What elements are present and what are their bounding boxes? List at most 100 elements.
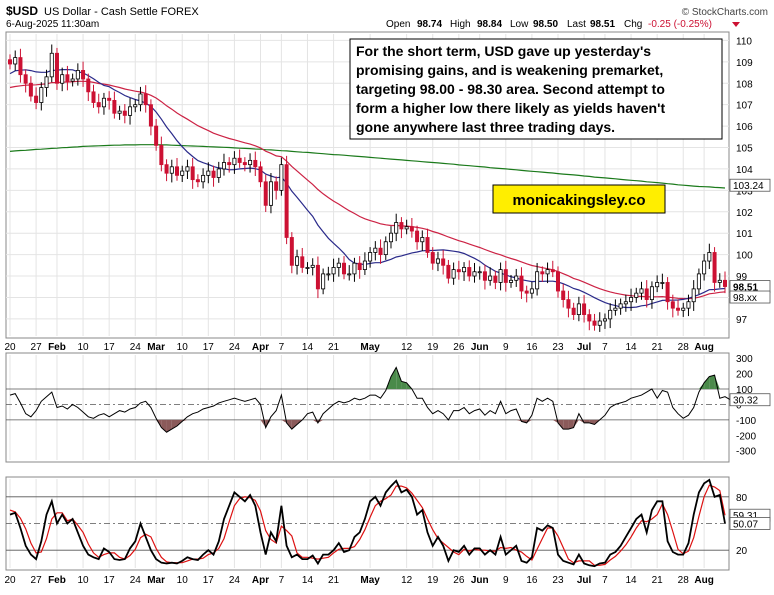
price-y-tick-label: 100 [736,251,753,262]
candle-body [117,110,122,114]
candle-body [639,288,644,294]
candle-body [493,275,498,283]
candle-body [232,157,237,166]
annotation-line-2: promising gains, and is weakening premar… [356,62,663,78]
x-tick-label: 26 [453,575,465,586]
candle-body [368,252,373,262]
stoch-value-badge [729,517,771,530]
annotation-box [349,38,723,140]
candle-body [342,262,347,275]
candle-body [206,170,211,176]
cci-oversold-fill [291,419,298,430]
candle-body [159,144,164,166]
cci-overbought-fill [401,381,407,389]
candle-body [394,222,399,234]
cci-oversold-fill [161,419,167,433]
candle-body [70,78,75,82]
candle-body [503,269,508,283]
candle-body [263,181,268,206]
candle-body [702,260,707,275]
price-y-tick-label: 104 [736,165,753,176]
annotation-line-4: form a higher low there likely as yields… [356,100,665,116]
candle-body [717,279,722,283]
candle-body [321,273,326,290]
candle-body [315,264,320,290]
candle-body [128,106,133,116]
x-tick-label: May [360,575,380,586]
price-value-label: 98.51 [733,283,758,294]
x-tick-label: 7 [602,575,608,586]
candle-body [566,299,571,309]
stoch-y-tick-label: 80 [736,493,748,504]
candle-body [310,264,315,268]
x-tick-label: Jul [577,575,592,586]
candle-body [242,162,247,166]
candle-body [284,164,289,238]
candle-body [644,288,649,300]
candle-body [305,267,310,269]
candle-body [608,309,613,320]
ohlc-low-value: 98.50 [533,19,558,30]
candle-body [555,271,560,292]
candle-body [582,303,587,315]
price-y-tick-label: 110 [736,36,752,47]
candle-body [362,260,367,271]
x-tick-label: 10 [78,575,90,586]
candle-body [425,237,430,253]
x-tick-label: Feb [48,575,66,586]
x-tick-label: 9 [503,342,509,353]
x-tick-label: 12 [401,575,413,586]
cci-oversold-fill [568,419,574,430]
x-tick-label: Feb [48,342,66,353]
stoch-k-line [9,478,726,568]
x-tick-label: May [360,342,380,353]
cci-y-tick-label: -200 [736,431,756,442]
candle-body [101,97,106,108]
candle-body [201,174,206,183]
cci-oversold-fill [166,419,172,433]
x-tick-label: 17 [104,342,116,353]
annotation-line-1: For the short term, USD gave up yesterda… [356,43,651,59]
candle-body [75,70,80,80]
price-value-label: 103.24 [733,181,764,192]
x-tick-label: 10 [78,342,90,353]
candle-body [274,181,279,191]
cci-overbought-fill [390,367,397,389]
x-tick-label: Jun [471,575,489,586]
price-y-tick-label: 103 [736,186,753,197]
candle-body [112,99,117,114]
x-tick-label: 12 [401,342,413,353]
candle-body [39,87,44,103]
chart-symbol: $USD [6,4,38,18]
candle-body [185,166,190,172]
x-tick-label: 14 [625,575,637,586]
watermark-text: monicakingsley.co [512,192,645,209]
x-tick-label: Jun [471,342,489,353]
cci-oversold-fill [573,419,579,428]
annotation-line-3: targeting 98.00 - 98.30 area. Second att… [356,81,665,97]
candle-body [665,282,670,303]
x-tick-label: 24 [229,342,241,353]
x-tick-label: 24 [229,575,241,586]
candle-body [164,164,169,174]
candle-body [472,271,477,277]
candle-body [430,252,435,264]
x-tick-label: 7 [279,575,285,586]
candle-body [415,230,420,243]
x-tick-label: 24 [130,575,142,586]
candle-body [44,76,49,88]
x-tick-label: 19 [427,575,439,586]
candle-body [295,256,300,266]
candle-body [691,288,696,303]
price-y-tick-label: 97 [736,315,748,326]
ohlc-high-value: 98.84 [477,19,502,30]
cci-oversold-fill [589,419,595,425]
x-tick-label: 14 [302,342,314,353]
candle-body [420,237,425,243]
stoch-d-line [9,484,726,566]
candle-body [550,269,555,273]
candle-body [268,181,273,206]
candle-body [143,93,148,106]
brand-logo: © StockCharts.com [682,7,768,18]
